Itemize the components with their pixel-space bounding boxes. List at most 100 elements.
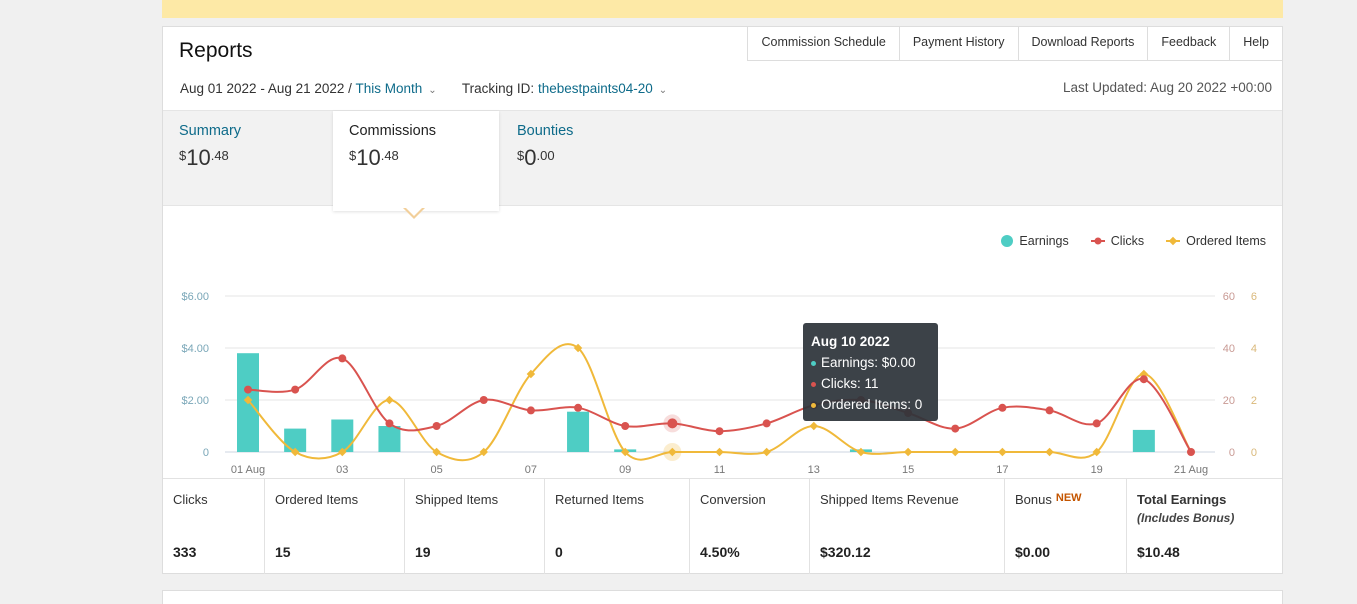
x-tick-label: 19 [1091,464,1103,476]
ordered-items-point [290,447,300,457]
clicks-point [715,427,724,436]
x-tick-label: 21 Aug [1174,464,1208,476]
clicks-point [291,385,300,394]
clicks-point [621,422,630,430]
tooltip-ordered: Ordered Items: 0 [811,394,930,415]
ordered-items-point [762,447,771,457]
ordered-items-point [385,395,394,405]
clicks-point [244,385,252,394]
ordered-items-point [432,447,441,457]
clicks-point [1092,419,1101,428]
ordered-items-point [951,447,960,457]
earnings-bar [284,428,307,452]
tab-label: Commissions [349,123,437,139]
chart-legend: Earnings Clicks Ordered Items [1001,234,1266,248]
legend-clicks-swatch [1090,237,1105,245]
x-tick-label: 05 [430,464,442,476]
payment-history-link[interactable]: Payment History [898,27,1018,60]
stat-shipped-revenue: Shipped Items Revenue $320.12 [810,479,1005,574]
report-filters: Aug 01 2022 - Aug 21 2022 / This Month ⌄ … [180,81,667,96]
tooltip-earnings: Earnings: $0.00 [811,352,930,373]
y-tick-clicks: 40 [1223,343,1235,355]
clicks-point [1187,448,1195,456]
y-tick-left: 0 [203,447,209,459]
clicks-point [1045,406,1054,415]
ordered-items-point [998,447,1007,457]
tab-amount: $0.00 [517,145,555,170]
y-tick-ordered: 2 [1251,395,1257,407]
x-tick-label: 17 [996,464,1008,476]
tab-summary[interactable]: Summary $10.48 [163,111,257,207]
help-link[interactable]: Help [1229,27,1282,60]
earnings-bar [378,426,401,452]
ordered-items-point [620,447,630,457]
x-tick-label: 07 [525,464,537,476]
earnings-bar [1132,429,1155,452]
tab-label: Summary [179,123,242,139]
ordered-items-point [668,447,677,457]
stat-bonus: Bonus NEW $0.00 [1005,479,1127,574]
clicks-point [432,422,441,430]
y-tick-clicks: 60 [1223,291,1235,303]
legend-ordered-items[interactable]: Ordered Items [1166,234,1266,248]
x-tick-label: 03 [336,464,348,476]
stats-row: Clicks 333 Ordered Items 15 Shipped Items 1… [163,478,1282,574]
clicks-point [667,418,678,429]
clicks-point [574,403,583,412]
ordered-items-point [479,447,488,457]
x-tick-label: 11 [714,464,725,476]
x-tick-label: 09 [619,464,631,476]
last-updated: Last Updated: Aug 20 2022 +00:00 [1062,80,1272,95]
y-tick-left: $4.00 [181,343,209,355]
legend-clicks[interactable]: Clicks [1090,234,1144,248]
ordered-items-point [338,447,347,457]
y-tick-ordered: 6 [1251,291,1257,303]
date-separator: / [348,81,352,96]
y-tick-ordered: 0 [1251,447,1257,459]
ordered-items-point [243,395,253,405]
report-tabs: Summary $10.48 Commissions $10.48 Bounti… [163,110,1282,211]
tab-commissions[interactable]: Commissions $10.48 [333,111,499,211]
reports-card: Reports Commission Schedule Payment Hist… [162,26,1283,574]
ordered-items-point [526,369,536,379]
chart-tooltip: Aug 10 2022 Earnings: $0.00 Clicks: 11 O… [803,323,938,421]
earnings-chart: 0 0 0 $2.00 20 2 $4.00 40 4 $6.00 60 6 01 Aug 03 05 07 0… [181,291,1257,476]
stat-total-earnings: Total Earnings (Includes Bonus) $10.48 [1137,492,1235,560]
tab-bounties[interactable]: Bounties $0.00 [501,111,589,207]
download-reports-link[interactable]: Download Reports [1017,27,1148,60]
clicks-point [526,406,535,415]
ordered-items-point [809,421,819,431]
legend-earnings-swatch [1001,235,1014,247]
period-dropdown[interactable]: This Month [355,81,423,96]
y-tick-left: $2.00 [181,395,209,407]
stat-shipped-items: Shipped Items 19 [405,479,545,574]
chevron-down-icon[interactable]: ⌄ [428,85,437,96]
clicks-point [338,354,347,363]
ordered-items-point [715,447,724,457]
clicks-point [951,424,960,433]
clicks-point [385,419,394,428]
clicks-point [998,403,1007,412]
stat-returned-items: Returned Items 0 [545,479,690,574]
x-tick-label: 01 Aug [231,464,265,476]
commission-schedule-link[interactable]: Commission Schedule [761,35,886,49]
page-title: Reports [179,39,253,62]
clicks-point [1139,375,1148,384]
legend-earnings[interactable]: Earnings [1001,234,1069,248]
tooltip-clicks: Clicks: 11 [811,373,930,394]
y-tick-clicks: 0 [1229,447,1235,459]
legend-ordered-swatch [1166,236,1181,246]
tracking-id-dropdown[interactable]: thebestpaints04-20 [537,81,653,96]
x-tick-label: 13 [808,464,820,476]
new-badge: NEW [1055,492,1082,504]
tracking-id-label: Tracking ID: [461,81,535,96]
chevron-down-icon[interactable]: ⌄ [658,85,668,96]
stat-ordered-items: Ordered Items 15 [265,479,405,574]
date-range: Aug 01 2022 - Aug 21 2022 [180,81,345,96]
y-tick-ordered: 4 [1251,343,1257,355]
feedback-link[interactable]: Feedback [1147,27,1229,60]
ordered-items-point [1045,447,1054,457]
next-card [162,590,1283,604]
tab-label: Bounties [517,123,574,139]
stat-conversion: Conversion 4.50% [690,479,810,574]
